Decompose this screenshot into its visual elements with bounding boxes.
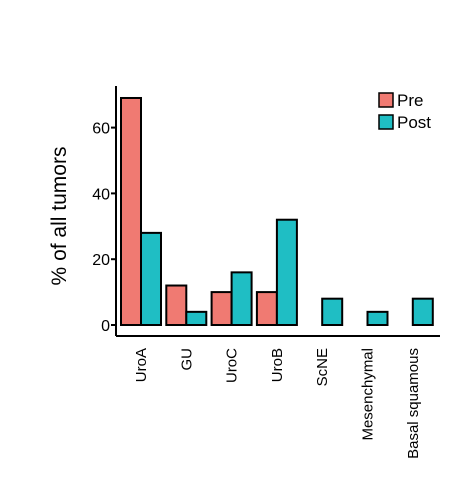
legend: Pre Post [378, 91, 431, 132]
bar-pre-gu [165, 284, 188, 326]
x-tick-label: UroA [133, 348, 150, 382]
bar-post-urob [275, 218, 298, 326]
y-tick-label: 20 [92, 252, 110, 269]
bar-post-gu [185, 310, 208, 326]
y-tick-label: 60 [92, 121, 110, 138]
x-tick-label: GU [178, 348, 195, 371]
y-axis: 0 20 40 60 [92, 86, 117, 336]
bar-post-basal-squamous [411, 297, 434, 326]
bar-pre-urob [255, 291, 278, 327]
x-tick-label: UroC [224, 348, 241, 383]
x-tick-label: ScNE [314, 348, 331, 386]
category-labels: UroA GU UroC UroB ScNE Mesenchymal Basal squam… [133, 348, 422, 459]
x-tick-label: UroB [269, 348, 286, 382]
bar-post-uroc [230, 271, 253, 326]
y-axis-label: % of all tumors [48, 147, 71, 286]
legend-label-post: Post [397, 113, 431, 132]
x-tick-label: Mesenchymal [360, 348, 377, 441]
legend-swatch-pre [378, 92, 394, 108]
x-tick-label: Basal squamous [405, 348, 422, 459]
bar-pre-uroc [210, 291, 233, 327]
bars [120, 96, 434, 327]
bar-pre-uroa [120, 96, 142, 326]
legend-swatch-post [378, 114, 394, 130]
y-tick-label: 40 [92, 186, 110, 203]
bar-post-mesenchymal [366, 310, 389, 326]
legend-label-pre: Pre [397, 91, 423, 110]
y-tick-label: 0 [101, 318, 110, 335]
bar-post-scne [321, 297, 344, 326]
bar-post-uroa [140, 231, 162, 327]
